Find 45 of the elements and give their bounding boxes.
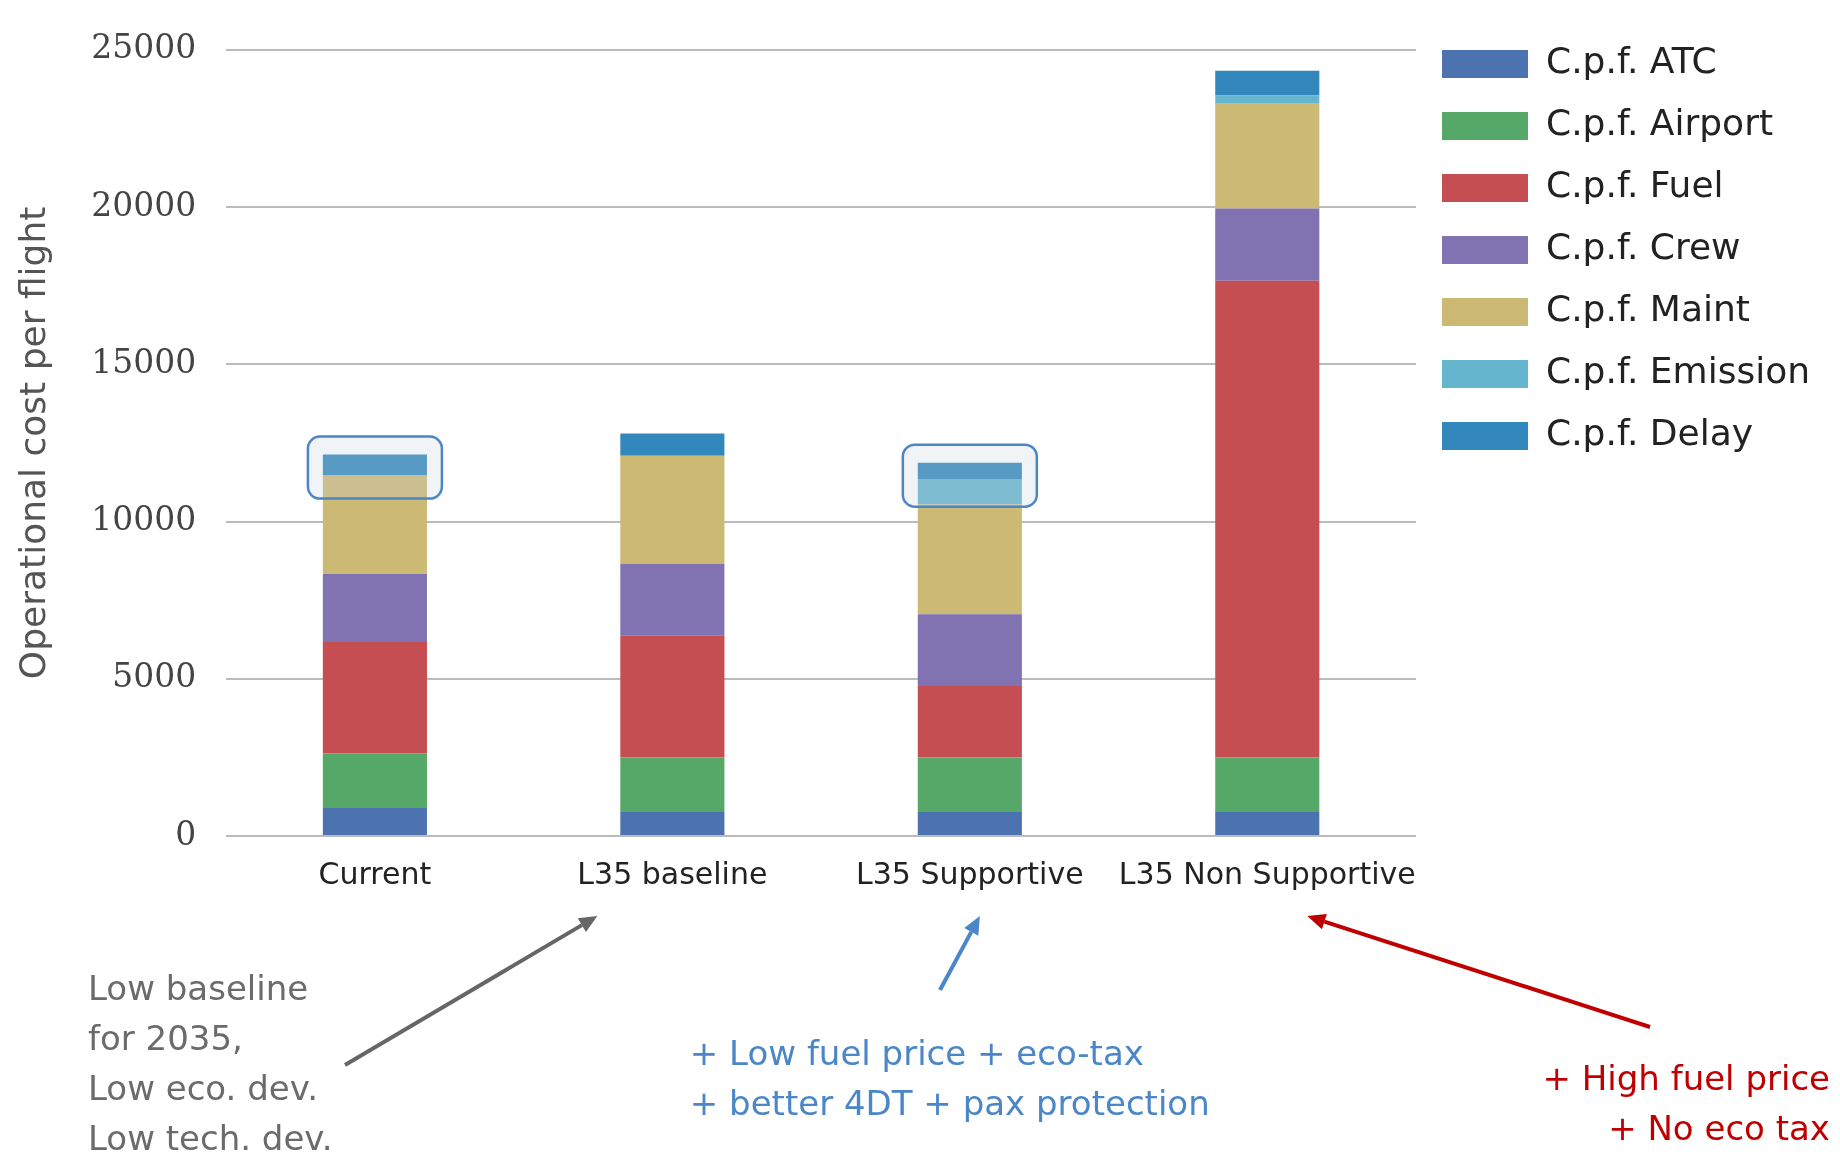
bar — [917, 462, 1022, 480]
y-tick-label: 5000 — [112, 656, 197, 696]
bar — [620, 455, 725, 564]
bar — [322, 641, 427, 754]
x-tick-label: L35 baseline — [577, 855, 768, 891]
legend-label: C.p.f. Emission — [1546, 350, 1811, 392]
y-tick-label: 10000 — [91, 499, 197, 539]
x-tick-label: L35 Non Supportive — [1118, 855, 1416, 891]
text: Low baseline for 2035, Low eco. dev. Low tech. dev. — [88, 968, 333, 1158]
legend-label: C.p.f. Maint — [1546, 288, 1750, 330]
bar — [917, 812, 1022, 835]
bar — [1215, 95, 1320, 103]
x-tick-label: Current — [318, 855, 432, 891]
y-tick-label: 0 — [175, 813, 197, 853]
legend-label: C.p.f. Delay — [1546, 412, 1754, 454]
bar — [620, 563, 725, 636]
legend-label: C.p.f. ATC — [1546, 40, 1717, 82]
y-tick-label: 25000 — [91, 27, 197, 67]
legend-label: C.p.f. Crew — [1546, 226, 1741, 268]
bar — [917, 479, 1022, 505]
bar — [917, 757, 1022, 813]
bar — [917, 614, 1022, 686]
bar — [620, 757, 725, 813]
bar — [1215, 280, 1320, 758]
legend-label: C.p.f. Airport — [1546, 102, 1774, 144]
bar — [620, 635, 725, 758]
y-tick-label: 20000 — [91, 184, 197, 224]
bar — [620, 433, 725, 456]
bar — [322, 454, 427, 476]
x-tick-label: L35 Supportive — [856, 855, 1084, 891]
y-tick-label: 15000 — [91, 341, 197, 381]
legend-label: C.p.f. Fuel — [1546, 164, 1724, 206]
text: + Low fuel price + eco-tax + better 4DT + pax protection — [689, 1033, 1210, 1123]
bar — [1215, 70, 1320, 96]
bar — [322, 574, 427, 642]
bar — [917, 685, 1022, 758]
text: + High fuel price + No eco tax — [1542, 1058, 1830, 1148]
y-axis-title: Operational cost per flight — [11, 206, 53, 680]
bar — [1215, 208, 1320, 281]
bar — [620, 812, 725, 835]
bar — [1215, 812, 1320, 835]
bar — [322, 753, 427, 809]
bar — [1215, 102, 1320, 209]
bar — [1215, 757, 1320, 813]
bar — [322, 808, 427, 835]
